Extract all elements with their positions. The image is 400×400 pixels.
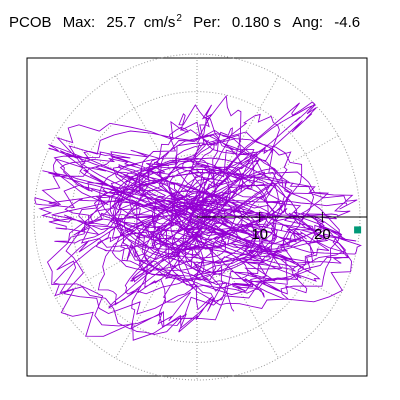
max-unit: cm/s (143, 14, 176, 31)
angle-value: -4.6 (334, 14, 361, 31)
radial-tick-20: 20 (314, 226, 331, 243)
max-value: 25.7 (106, 14, 136, 31)
station-code: PCOB (9, 14, 52, 31)
trace-path (34, 94, 362, 341)
particle-motion-trace (34, 94, 362, 341)
angle-label: Ang: (292, 14, 324, 31)
radial-ticks: 10 20 (251, 212, 331, 243)
period-value: 0.180 s (231, 14, 282, 31)
chart-header: PCOB Max: 25.7 cm/s2 Per: 0.180 s Ang: -… (9, 13, 361, 31)
period-label: Per: (193, 14, 221, 31)
max-unit-exponent: 2 (176, 13, 182, 24)
peak-marker (354, 226, 362, 234)
max-label: Max: (62, 14, 96, 31)
radial-tick-10: 10 (251, 226, 268, 243)
